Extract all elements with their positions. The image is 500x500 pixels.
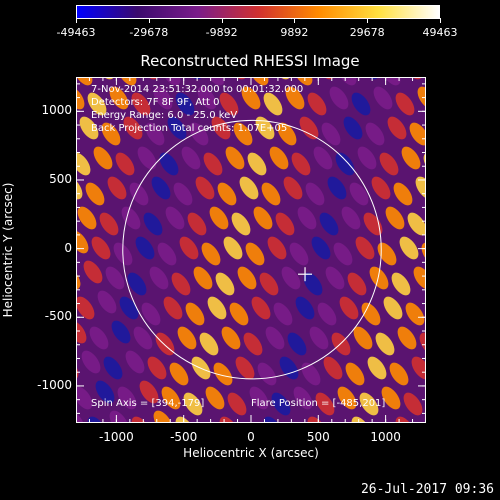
colorbar bbox=[76, 5, 440, 19]
colorbar-tick-label: -29678 bbox=[129, 26, 169, 39]
info-detectors: Detectors: 7F 8F 9F, Att 0 bbox=[91, 97, 220, 108]
colorbar-tick bbox=[440, 18, 441, 23]
x-tick-label: -1000 bbox=[98, 430, 134, 444]
heatmap-image bbox=[77, 78, 425, 422]
timestamp: 26-Jul-2017 09:36 bbox=[360, 482, 494, 497]
colorbar-tick bbox=[221, 18, 223, 23]
info-energy-range: Energy Range: 6.0 - 25.0 keV bbox=[91, 110, 238, 121]
colorbar-tick bbox=[76, 18, 77, 23]
colorbar-tick-label: 29678 bbox=[349, 26, 385, 39]
colorbar-tick-label: 9892 bbox=[280, 26, 309, 39]
x-tick-label: 0 bbox=[247, 430, 255, 444]
y-tick-label: 1000 bbox=[41, 103, 72, 118]
solar-disk-outline bbox=[122, 119, 382, 380]
info-time-range: 7-Nov-2014 23:51:32.000 to 00:01:32.000 bbox=[91, 84, 304, 95]
spin-axis-cross-icon bbox=[298, 267, 313, 282]
x-tick-label: 1000 bbox=[370, 430, 401, 444]
colorbar-tick bbox=[294, 18, 296, 23]
y-tick-label: 500 bbox=[49, 171, 72, 186]
y-tick-label: -500 bbox=[44, 309, 72, 324]
colorbar-tick-label: 49463 bbox=[422, 26, 458, 39]
x-axis-label: Heliocentric X (arcsec) bbox=[183, 446, 319, 460]
colorbar-tick bbox=[148, 18, 150, 23]
info-spin-axis: Spin Axis = [394,-179] bbox=[91, 398, 205, 409]
plot-area: 7-Nov-2014 23:51:32.000 to 00:01:32.000 … bbox=[76, 77, 426, 423]
colorbar-tick bbox=[367, 18, 369, 23]
info-flare-position: Flare Position = [-485,201] bbox=[251, 398, 386, 409]
colorbar-tick-label: -9892 bbox=[205, 26, 238, 39]
y-tick-label: -1000 bbox=[37, 377, 72, 392]
y-tick-label: 0 bbox=[64, 240, 72, 255]
x-tick-label: -500 bbox=[170, 430, 198, 444]
y-axis-label: Heliocentric Y (arcsec) bbox=[1, 182, 15, 318]
plot-title: Reconstructed RHESSI Image bbox=[140, 52, 360, 70]
info-method-counts: Back Projection Total counts: 1.07E+05 bbox=[91, 123, 288, 134]
colorbar-tick-label: -49463 bbox=[56, 26, 96, 39]
x-tick-label: 500 bbox=[306, 430, 330, 444]
